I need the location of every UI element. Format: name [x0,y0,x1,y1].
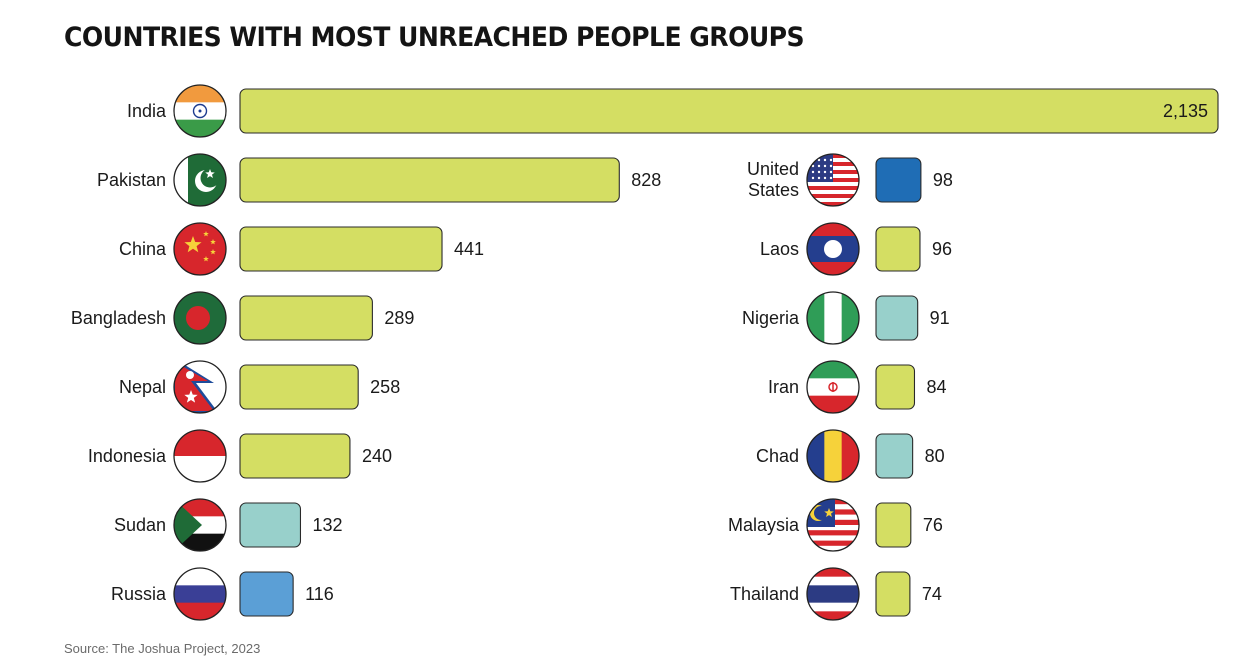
pakistan-flag-icon [173,153,227,207]
country-label-indonesia: Indonesia [88,446,167,466]
value-label-bangladesh: 289 [384,308,414,328]
nepal-flag-icon [173,360,227,414]
country-label-malaysia: Malaysia [728,515,800,535]
value-label-laos: 96 [932,239,952,259]
country-label-india: India [127,101,167,121]
country-label-china: China [119,239,167,259]
country-label-chad: Chad [756,446,799,466]
country-label-laos: Laos [760,239,799,259]
country-label-united-states: United States [747,159,799,200]
nigeria-flag-icon [806,291,860,345]
india-flag-icon [173,84,227,138]
country-label-russia: Russia [111,584,167,604]
country-label-nepal: Nepal [119,377,166,397]
value-label-russia: 116 [305,584,334,604]
value-label-china: 441 [454,239,484,259]
value-label-thailand: 74 [922,584,942,604]
sudan-flag-icon [173,498,227,552]
value-label-sudan: 132 [312,515,342,535]
country-label-pakistan: Pakistan [97,170,166,190]
iran-flag-icon [806,360,860,414]
bar-bangladesh [239,295,373,341]
bar-nepal [239,364,359,410]
thailand-flag-icon [806,567,860,621]
value-label-indonesia: 240 [362,446,392,466]
bar-thailand [875,571,911,617]
indonesia-flag-icon [173,429,227,483]
value-label-pakistan: 828 [631,170,661,190]
bar-malaysia [875,502,912,548]
country-label-bangladesh: Bangladesh [71,308,166,328]
value-label-nigeria: 91 [930,308,950,328]
country-label-iran: Iran [768,377,799,397]
bar-indonesia [239,433,351,479]
value-label-india: 2,135 [1163,101,1208,121]
country-label-nigeria: Nigeria [742,308,800,328]
bar-india [239,88,1219,134]
chart-title: COUNTRIES WITH MOST UNREACHED PEOPLE GRO… [64,22,805,53]
russia-flag-icon [173,567,227,621]
laos-flag-icon [806,222,860,276]
bar-china [239,226,443,272]
value-label-malaysia: 76 [923,515,943,535]
value-label-iran: 84 [926,377,946,397]
value-label-united-states: 98 [933,170,953,190]
malaysia-flag-icon [806,498,860,552]
china-flag-icon [173,222,227,276]
bar-nigeria [875,295,919,341]
value-label-nepal: 258 [370,377,400,397]
bangladesh-flag-icon [173,291,227,345]
country-label-thailand: Thailand [730,584,799,604]
value-label-chad: 80 [925,446,945,466]
bar-laos [875,226,921,272]
chad-flag-icon [806,429,860,483]
bar-iran [875,364,916,410]
country-label-sudan: Sudan [114,515,166,535]
bar-chad [875,433,914,479]
bar-russia [239,571,294,617]
bar-united-states [875,157,922,203]
bar-pakistan [239,157,620,203]
bar-sudan [239,502,302,548]
source-note: Source: The Joshua Project, 2023 [64,641,261,656]
usa-flag-icon [806,153,860,207]
